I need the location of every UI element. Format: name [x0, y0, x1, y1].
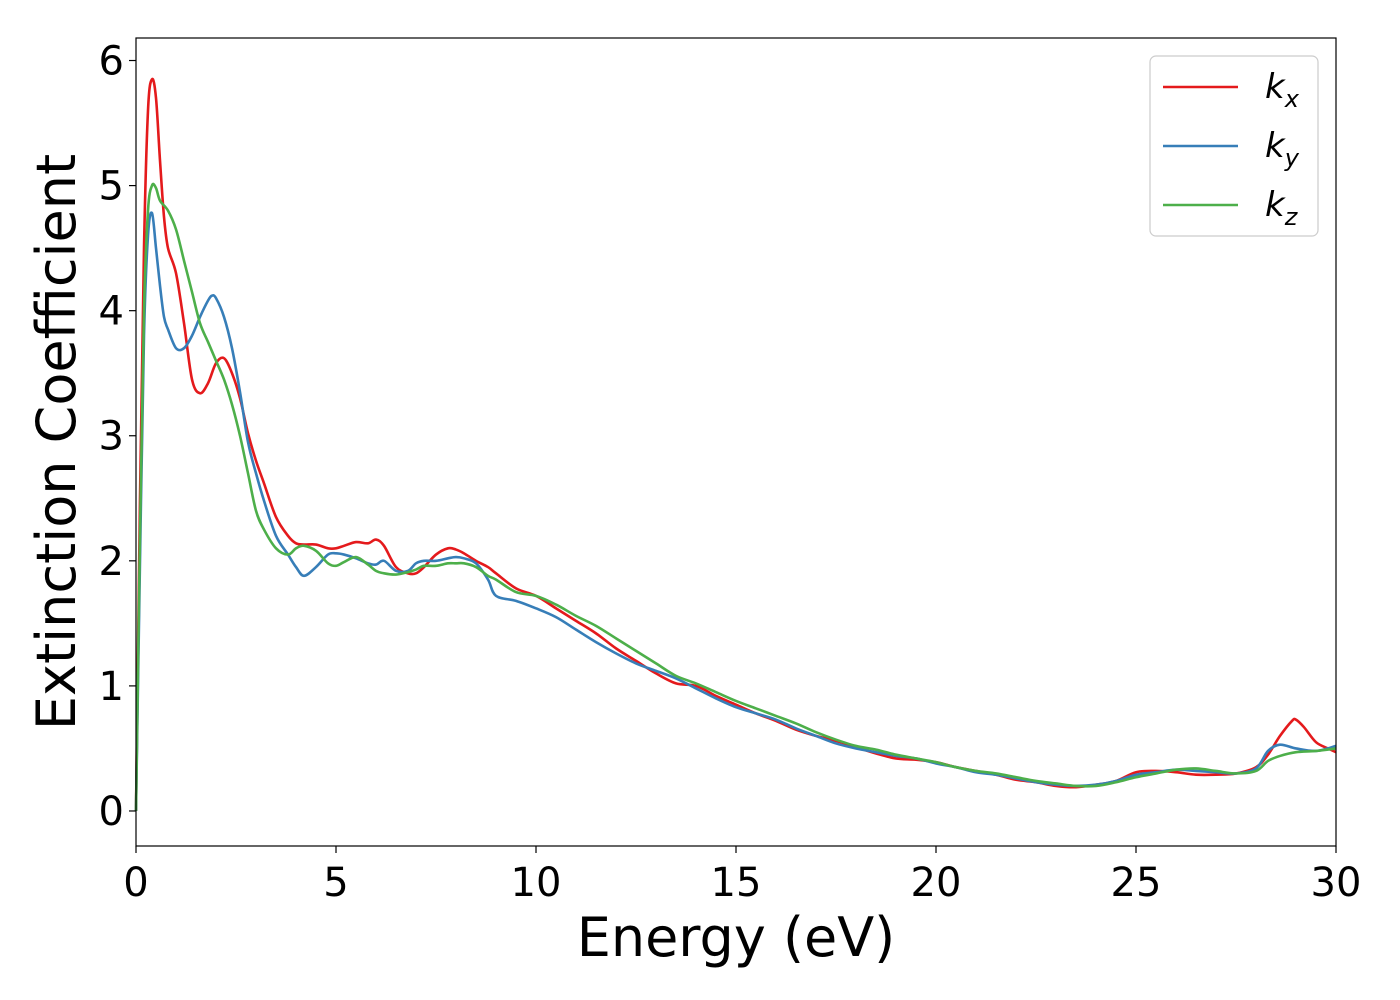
y-tick-label: 5: [99, 164, 124, 210]
y-tick-label: 2: [99, 539, 124, 585]
y-tick-label: 1: [99, 664, 124, 710]
y-tick-label: 6: [99, 39, 124, 85]
x-tick-label: 20: [911, 860, 962, 906]
legend-label-kz: kz: [1265, 185, 1299, 231]
y-axis: 0 1 2 3 4 5 6: [99, 39, 136, 835]
y-tick-label: 0: [99, 789, 124, 835]
y-axis-label: Extinction Coefficient: [25, 154, 88, 730]
x-tick-label: 5: [323, 860, 348, 906]
x-tick-label: 10: [511, 860, 562, 906]
x-tick-label: 25: [1111, 860, 1162, 906]
x-tick-label: 0: [123, 860, 148, 906]
legend-label-kx: kx: [1265, 67, 1300, 113]
legend-label-subscript: z: [1284, 203, 1299, 231]
legend-label-base: k: [1265, 67, 1286, 107]
y-tick-label: 3: [99, 414, 124, 460]
legend-label-ky: ky: [1265, 126, 1300, 172]
legend-label-base: k: [1265, 185, 1286, 225]
legend-label-subscript: x: [1284, 85, 1300, 113]
series-layer: [134, 77, 1337, 812]
plot-background: [136, 38, 1336, 846]
x-tick-label: 30: [1311, 860, 1362, 906]
x-axis: 0 5 10 15 20 25 30: [123, 846, 1361, 906]
y-tick-label: 4: [99, 289, 124, 335]
legend-label-subscript: y: [1284, 144, 1300, 172]
legend-label-base: k: [1265, 126, 1286, 166]
series-line-kz: [134, 182, 1337, 811]
x-axis-label: Energy (eV): [577, 906, 896, 969]
x-tick-label: 15: [711, 860, 762, 906]
